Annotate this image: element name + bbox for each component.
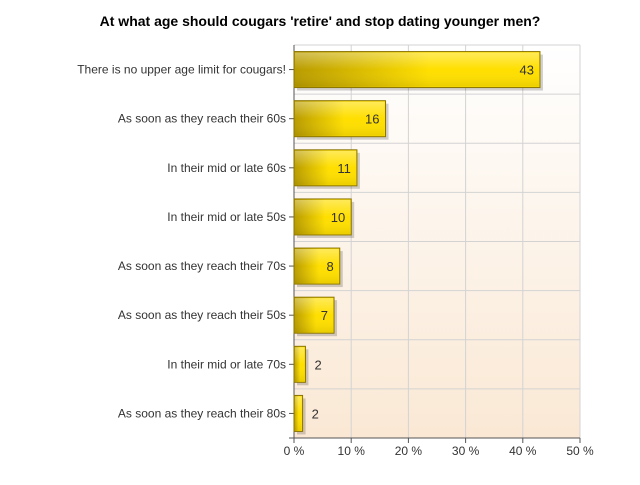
category-label: As soon as they reach their 70s (118, 259, 286, 273)
bar-value-label: 43 (519, 63, 533, 78)
bar-value-label: 10 (331, 210, 345, 225)
bar-highlight (295, 347, 305, 382)
x-tick-label: 20 % (395, 444, 423, 458)
x-tick-label: 10 % (338, 444, 366, 458)
x-tick-label: 40 % (509, 444, 537, 458)
bar-value-label: 7 (321, 308, 328, 323)
bar-highlight (295, 249, 339, 284)
category-label: There is no upper age limit for cougars! (77, 63, 286, 77)
bar-value-label: 11 (337, 161, 351, 176)
x-tick-label: 50 % (566, 444, 594, 458)
bar-highlight (295, 52, 539, 87)
bar-highlight (295, 150, 356, 185)
category-label: As soon as they reach their 80s (118, 406, 286, 420)
category-label: As soon as they reach their 50s (118, 308, 286, 322)
bar-highlight (295, 101, 385, 136)
category-label: As soon as they reach their 60s (118, 112, 286, 126)
x-tick-label: 30 % (452, 444, 480, 458)
bar-value-label: 16 (365, 112, 379, 127)
bar-value-label: 2 (314, 357, 321, 372)
bar-highlight (295, 298, 334, 333)
bar-value-label: 8 (327, 259, 334, 274)
bar-highlight (295, 199, 351, 234)
category-label: In their mid or late 70s (167, 357, 286, 371)
chart-title: At what age should cougars 'retire' and … (99, 13, 541, 29)
category-label: In their mid or late 50s (167, 210, 286, 224)
bar-highlight (295, 396, 302, 431)
x-tick-label: 0 % (284, 444, 305, 458)
category-label: In their mid or late 60s (167, 161, 286, 175)
bar-value-label: 2 (312, 406, 319, 421)
